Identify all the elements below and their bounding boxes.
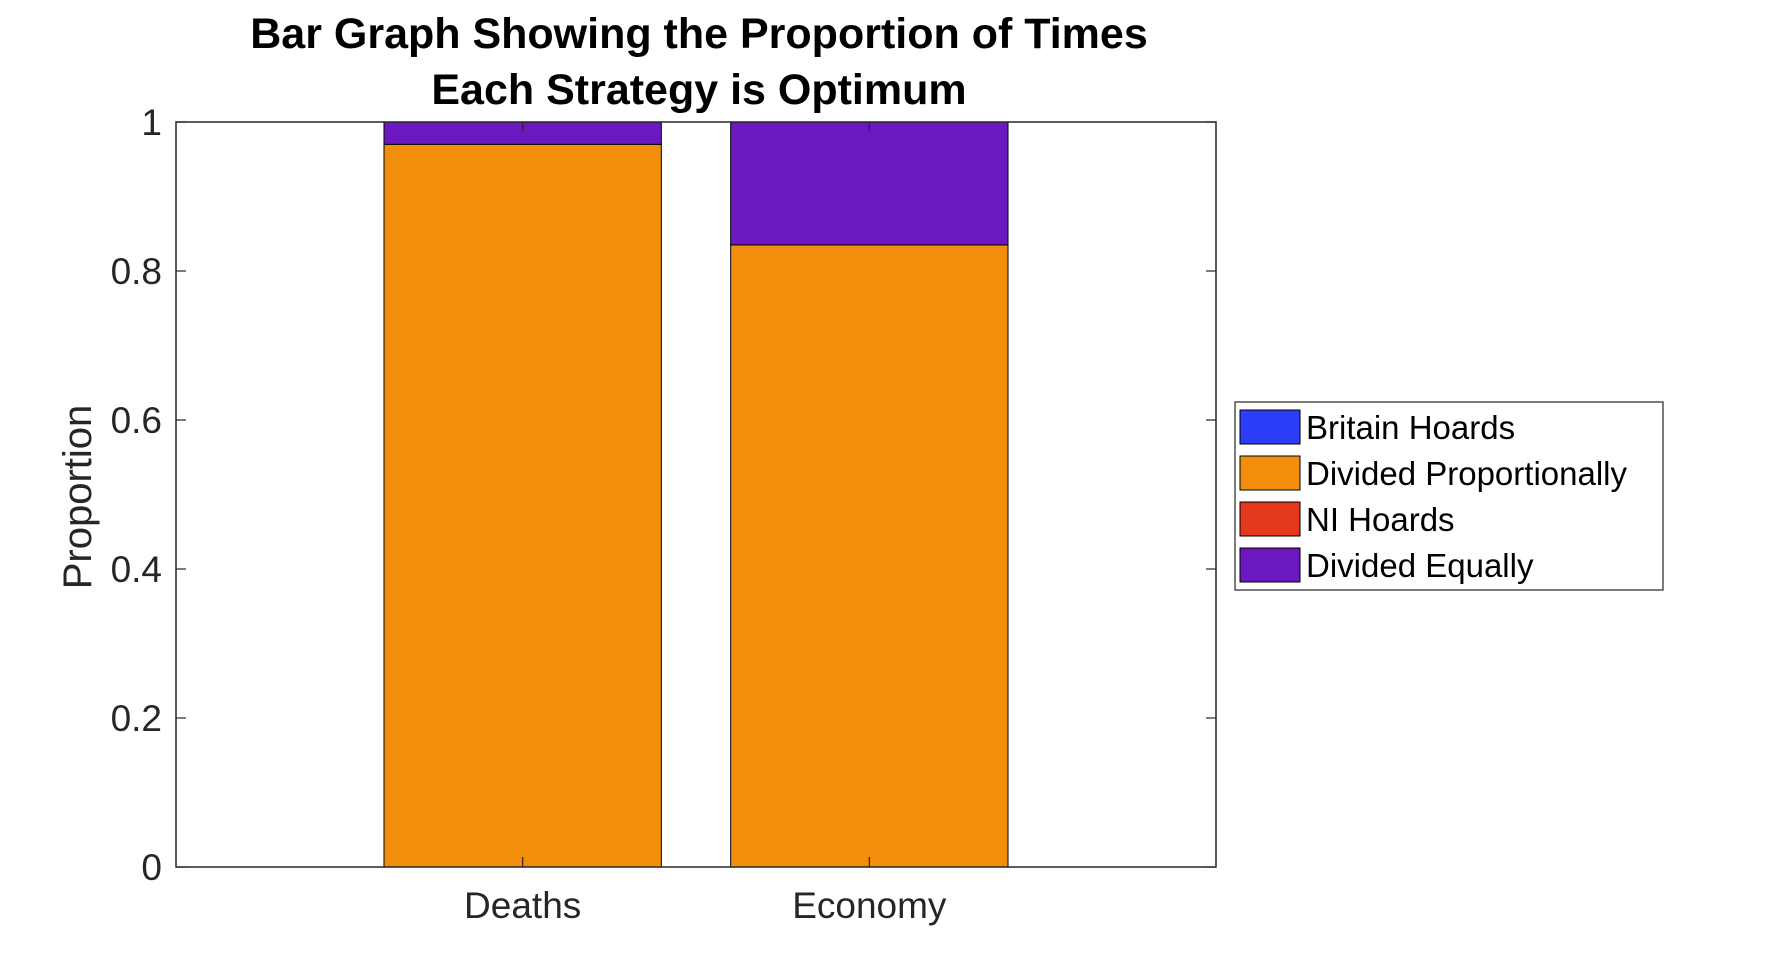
legend-label-divided-equally: Divided Equally	[1306, 547, 1534, 584]
x-tick-labels: Deaths Economy	[464, 885, 947, 926]
legend-box	[1234, 401, 1664, 591]
y-tick-label: 0.4	[111, 549, 162, 590]
bar-deaths-divided-proportionally	[383, 143, 662, 868]
legend-label-divided-proportionally: Divided Proportionally	[1306, 455, 1627, 492]
chart-title-line-1: Bar Graph Showing the Proportion of Time…	[250, 10, 1147, 58]
legend-swatch-ni-hoards	[1239, 501, 1301, 537]
legend-swatch-britain-hoards	[1239, 409, 1301, 445]
legend-label-ni-hoards: NI Hoards	[1306, 501, 1455, 538]
y-tick-label: 0.2	[111, 698, 162, 739]
x-tick-label-deaths: Deaths	[464, 885, 581, 926]
legend-swatch-divided-proportionally	[1239, 455, 1301, 491]
axis-ticks	[176, 121, 1216, 868]
y-tick-label: 0.8	[111, 251, 162, 292]
y-tick-label: 0	[141, 847, 162, 888]
y-axis-label: Proportion	[56, 405, 100, 590]
bar-economy-divided-equally	[730, 121, 1009, 246]
chart-title-line-2: Each Strategy is Optimum	[431, 66, 966, 114]
legend-label-britain-hoards: Britain Hoards	[1306, 409, 1515, 446]
x-tick-label-economy: Economy	[792, 885, 947, 926]
bar-economy-divided-proportionally	[730, 244, 1009, 868]
legend-swatch-divided-equally	[1239, 547, 1301, 583]
plot-area-frame	[175, 121, 1217, 868]
y-tick-label: 0.6	[111, 400, 162, 441]
bars-layer	[383, 121, 1009, 868]
legend: Britain Hoards Divided Proportionally NI H…	[1234, 401, 1664, 591]
y-tick-labels: 0 0.2 0.4 0.6 0.8 1	[111, 102, 162, 888]
y-tick-label: 1	[141, 102, 162, 143]
